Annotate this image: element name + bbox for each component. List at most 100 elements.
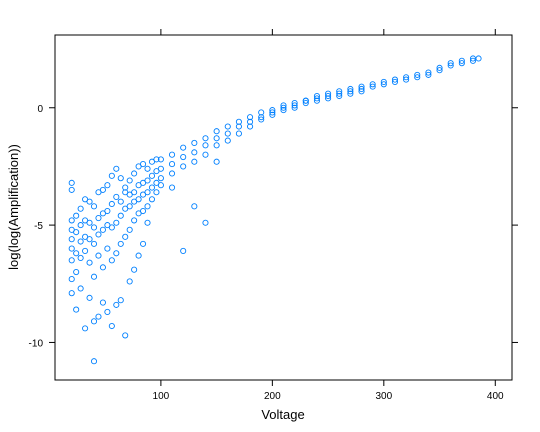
- scatter-point: [68, 217, 75, 224]
- scatter-point: [148, 172, 156, 179]
- scatter-point: [95, 252, 102, 259]
- scatter-point: [336, 90, 343, 97]
- scatter-point: [117, 198, 124, 205]
- scatter-point: [95, 231, 102, 238]
- axis-ticks: 100 200 300 400 0 -5 -10: [29, 29, 518, 402]
- scatter-point: [148, 184, 156, 191]
- scatter-point: [73, 212, 80, 219]
- scatter-point: [358, 88, 365, 95]
- scatter-point: [86, 236, 93, 243]
- scatter-point: [77, 222, 84, 229]
- scatter-point: [153, 156, 160, 163]
- scatter-point: [144, 177, 151, 184]
- scatter-point: [126, 278, 133, 285]
- scatter-point: [77, 205, 84, 212]
- scatter-point: [458, 57, 465, 64]
- scatter-point: [168, 184, 176, 191]
- scatter-point: [425, 69, 432, 76]
- scatter-point: [291, 102, 298, 109]
- scatter-point: [224, 130, 231, 137]
- scatter-point: [269, 107, 276, 114]
- scatter-point: [247, 123, 254, 130]
- scatter-point: [325, 90, 332, 97]
- x-tick-label: 400: [487, 391, 504, 402]
- scatter-point: [73, 306, 80, 313]
- scatter-point: [168, 151, 176, 158]
- scatter-point: [258, 116, 265, 123]
- scatter-point: [436, 64, 443, 71]
- scatter-point: [68, 179, 75, 186]
- scatter-point: [180, 163, 187, 170]
- scatter-point: [99, 186, 106, 193]
- scatter-point: [73, 229, 80, 236]
- scatter-point: [313, 97, 320, 104]
- scatter-point: [126, 226, 133, 233]
- scatter-point: [108, 200, 115, 208]
- scatter-point: [122, 332, 129, 339]
- y-tick-label: -10: [29, 338, 44, 349]
- scatter-point: [113, 250, 120, 257]
- scatter-point: [302, 97, 309, 104]
- scatter-point: [347, 90, 354, 97]
- scatter-point: [269, 111, 276, 118]
- scatter-point: [95, 313, 102, 320]
- scatter-point: [347, 85, 354, 93]
- scatter-point: [73, 250, 80, 257]
- scatter-point: [469, 57, 477, 64]
- scatter-point: [108, 322, 115, 330]
- scatter-point: [414, 71, 421, 78]
- scatter-point: [336, 92, 343, 100]
- scatter-point: [86, 294, 93, 301]
- scatter-point: [117, 212, 124, 219]
- scatter-point: [104, 308, 111, 315]
- scatter-point: [436, 67, 443, 74]
- y-tick-label: -5: [34, 221, 43, 232]
- scatter-point: [104, 245, 111, 252]
- scatter-point: [157, 156, 164, 163]
- scatter-point: [73, 268, 80, 276]
- scatter-point: [68, 186, 75, 193]
- scatter-point: [369, 83, 376, 90]
- scatter-point: [131, 266, 138, 273]
- scatter-point: [135, 196, 142, 203]
- scatter-point: [122, 233, 129, 240]
- scatter-point: [117, 175, 124, 182]
- scatter-point: [425, 71, 432, 78]
- scatter-point: [108, 172, 115, 179]
- scatter-point: [77, 238, 84, 245]
- scatter-point: [108, 224, 115, 231]
- scatter-point: [90, 273, 98, 280]
- scatter-point: [280, 104, 287, 111]
- scatter-point: [224, 137, 231, 144]
- scatter-point: [224, 123, 231, 130]
- scatter-point: [202, 135, 209, 142]
- scatter-point: [291, 104, 298, 111]
- scatter-point: [140, 240, 147, 247]
- scatter-point: [168, 161, 176, 168]
- scatter-point: [235, 118, 242, 125]
- scatter-point: [99, 299, 106, 306]
- scatter-point: [235, 123, 242, 130]
- scatter-point: [414, 74, 421, 81]
- scatter-point: [403, 74, 410, 81]
- scatter-point: [126, 177, 133, 184]
- scatter-point: [131, 170, 138, 177]
- scatter-point: [202, 142, 209, 149]
- scatter-point: [135, 252, 142, 259]
- scatter-point: [68, 245, 75, 252]
- scatter-point: [157, 165, 164, 172]
- scatter-point: [126, 203, 133, 210]
- scatter-point: [113, 193, 120, 200]
- scatter-point: [86, 198, 93, 205]
- scatter-point: [77, 254, 84, 262]
- scatter-point: [313, 92, 320, 100]
- scatter-point: [82, 247, 89, 254]
- y-axis-label: log(log(Amplification)): [6, 144, 21, 270]
- scatter-point: [280, 102, 287, 109]
- scatter-point: [291, 100, 298, 107]
- scatter-point: [380, 81, 387, 88]
- scatter-point: [113, 301, 120, 308]
- scatter-point: [95, 215, 102, 222]
- scatter-point: [131, 189, 138, 196]
